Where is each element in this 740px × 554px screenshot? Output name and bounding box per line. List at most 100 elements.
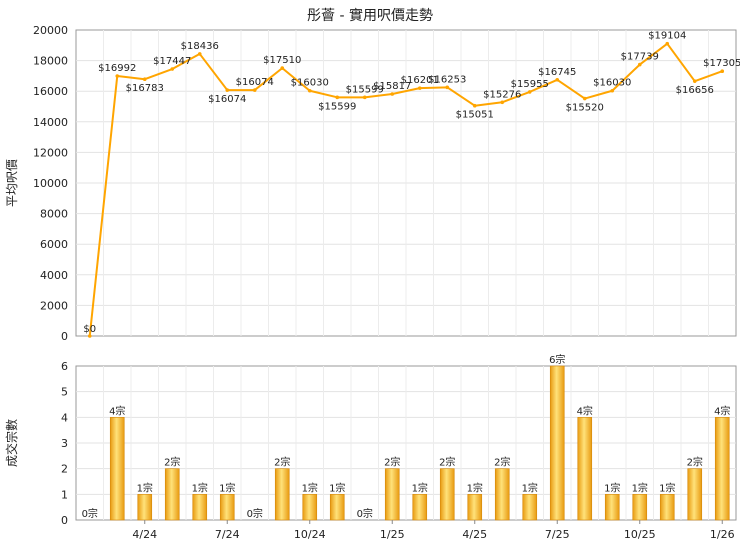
y-tick-label: 4000 bbox=[40, 269, 68, 282]
data-point bbox=[610, 88, 615, 93]
x-tick-label: 1/26 bbox=[710, 528, 735, 541]
bar-label: 1宗 bbox=[604, 481, 620, 494]
bar bbox=[329, 494, 345, 521]
x-tick-label: 4/24 bbox=[132, 528, 157, 541]
bar bbox=[384, 468, 400, 521]
bar-label: 1宗 bbox=[659, 481, 675, 494]
data-point bbox=[445, 85, 450, 90]
data-label: $15276 bbox=[483, 89, 521, 100]
data-point bbox=[720, 69, 725, 74]
data-label: $16253 bbox=[428, 74, 466, 85]
bar-label: 2宗 bbox=[439, 456, 455, 469]
bar-label: 6宗 bbox=[549, 353, 565, 366]
data-label: $17510 bbox=[263, 55, 301, 66]
bar-label: 4宗 bbox=[109, 404, 125, 417]
y-tick-label: 0 bbox=[61, 330, 68, 343]
y-tick-label: 12000 bbox=[33, 146, 68, 159]
data-point bbox=[500, 100, 505, 105]
bar-label: 0宗 bbox=[82, 507, 98, 520]
bar-label: 1宗 bbox=[302, 481, 318, 494]
y-tick-label: 18000 bbox=[33, 55, 68, 68]
bar bbox=[109, 417, 125, 521]
x-tick-label: 10/24 bbox=[294, 528, 326, 541]
y-tick-label: 10000 bbox=[33, 177, 68, 190]
data-label: $16074 bbox=[236, 77, 274, 88]
bar-label: 0宗 bbox=[357, 507, 373, 520]
bar bbox=[522, 494, 538, 521]
data-point bbox=[115, 74, 120, 78]
data-label: $16074 bbox=[208, 94, 246, 105]
bar-label: 1宗 bbox=[632, 481, 648, 494]
y-tick-label: 20000 bbox=[33, 24, 68, 37]
y-tick-label: 0 bbox=[61, 514, 68, 527]
price-chart: 0 2000 4000 6000 8000 10000 12000 14000 16000 180… bbox=[5, 24, 740, 343]
data-point bbox=[527, 90, 532, 94]
volume-chart: 0 1 2 3 4 5 6 成交宗數 0宗 4宗 1宗 2宗 1宗 1宗 0宗 2宗 1宗 1宗 0宗 2宗 1宗 2宗 1… bbox=[4, 353, 737, 541]
y-tick-label: 16000 bbox=[33, 85, 68, 98]
bar-label: 2宗 bbox=[164, 456, 180, 469]
y-tick-label: 14000 bbox=[33, 116, 68, 129]
data-label: $16030 bbox=[291, 78, 329, 89]
bar-label: 2宗 bbox=[384, 456, 400, 469]
data-label: $17447 bbox=[153, 56, 191, 67]
x-tick-label: 10/25 bbox=[624, 528, 656, 541]
bar bbox=[577, 417, 593, 521]
y-tick-label: 2000 bbox=[40, 299, 68, 312]
data-point bbox=[197, 52, 202, 56]
bar bbox=[494, 468, 510, 521]
bar bbox=[659, 494, 675, 521]
bar-label: 0宗 bbox=[247, 507, 263, 520]
data-label: $15599 bbox=[346, 84, 384, 95]
bar-label: 1宗 bbox=[522, 481, 538, 494]
data-label: $15051 bbox=[456, 110, 494, 121]
bar-label: 1宗 bbox=[467, 481, 483, 494]
data-label: $16656 bbox=[676, 85, 714, 96]
chart-title: 彤薈 - 實用呎價走勢 bbox=[307, 7, 433, 24]
data-point bbox=[335, 95, 340, 100]
data-label: $15520 bbox=[566, 103, 604, 114]
data-point bbox=[280, 66, 285, 70]
bar-label: 2宗 bbox=[687, 456, 703, 469]
bar-label: 1宗 bbox=[329, 481, 345, 494]
data-point bbox=[665, 41, 670, 46]
data-label: $16783 bbox=[126, 83, 164, 94]
bar bbox=[604, 494, 620, 521]
data-point bbox=[472, 103, 477, 108]
bar bbox=[302, 494, 318, 521]
data-point bbox=[555, 78, 560, 82]
data-point bbox=[637, 62, 642, 67]
data-point bbox=[142, 77, 147, 82]
x-tick-label: 7/25 bbox=[545, 528, 570, 541]
y-tick-label: 6000 bbox=[40, 238, 68, 251]
data-point bbox=[390, 92, 395, 96]
y-tick-label: 5 bbox=[61, 386, 68, 399]
data-label: $18436 bbox=[181, 41, 219, 52]
bar bbox=[412, 494, 428, 521]
data-point bbox=[692, 79, 697, 83]
bar-label: 2宗 bbox=[274, 456, 290, 469]
data-label: $15599 bbox=[318, 101, 356, 112]
data-point bbox=[417, 86, 422, 90]
bar bbox=[192, 494, 208, 521]
y-tick-label: 4 bbox=[61, 411, 68, 424]
data-label: $15817 bbox=[373, 81, 411, 92]
y-tick-label: 8000 bbox=[40, 208, 68, 221]
bar bbox=[549, 365, 565, 521]
bar bbox=[687, 468, 703, 521]
bar-label: 1宗 bbox=[412, 481, 428, 494]
y-tick-label: 2 bbox=[61, 463, 68, 476]
y-tick-label: 3 bbox=[61, 437, 68, 450]
bar bbox=[164, 468, 180, 521]
x-tick-label: 1/25 bbox=[380, 528, 405, 541]
bar bbox=[714, 417, 730, 521]
data-label: $16030 bbox=[593, 78, 631, 89]
data-label: $0 bbox=[83, 324, 96, 335]
x-tick-label: 7/24 bbox=[215, 528, 240, 541]
bar bbox=[439, 468, 455, 521]
data-label: $17305 bbox=[703, 58, 740, 69]
bar bbox=[274, 468, 290, 521]
bar-label: 4宗 bbox=[577, 404, 593, 417]
price-line bbox=[88, 42, 723, 337]
bar-label: 1宗 bbox=[192, 481, 208, 494]
